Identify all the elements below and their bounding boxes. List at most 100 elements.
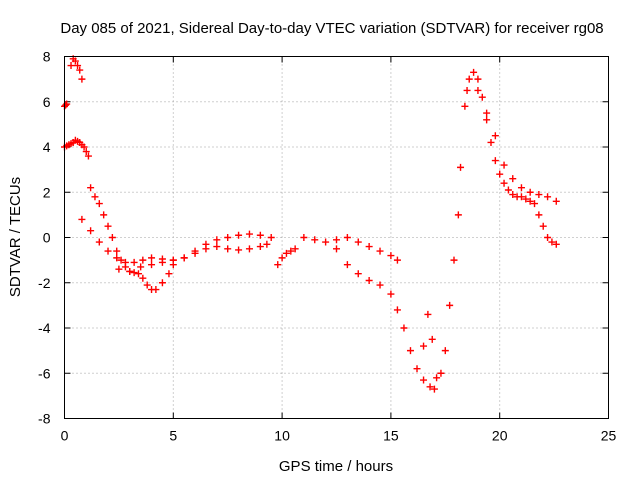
data-point [413,365,421,373]
data-point [526,197,534,205]
y-axis-label: SDTVAR / TECUs [7,177,24,297]
data-point [130,269,138,277]
data-point [457,163,465,171]
data-point [117,256,125,264]
data-point [148,261,156,269]
series-points [300,234,401,264]
data-point [437,369,445,377]
data-point [433,374,441,382]
y-tick-label: 6 [43,94,51,110]
data-point [78,215,86,223]
data-point [213,243,221,251]
data-point [509,175,517,183]
data-point [71,57,79,65]
data-point [62,101,70,109]
data-point [343,261,351,269]
series-points [333,245,438,393]
data-point [235,246,243,254]
data-point [446,301,454,309]
data-point [282,249,290,257]
data-point [420,376,428,384]
data-point [465,75,473,83]
data-point [134,270,142,278]
data-point [365,243,373,251]
y-tick-label: 4 [43,139,51,155]
data-point [100,211,108,219]
data-point [245,245,253,253]
data-point [509,191,517,199]
data-point [387,290,395,298]
data-point [84,152,92,160]
data-point [441,347,449,355]
data-point [74,62,82,70]
data-point [535,191,543,199]
data-point [539,222,547,230]
data-point [148,254,156,262]
series-points [474,86,560,205]
data-point [267,234,275,241]
data-point [137,263,145,271]
data-point [491,157,499,165]
x-tick-label: 25 [601,428,617,444]
y-tick-label: 0 [43,230,51,246]
data-point [333,245,340,253]
data-point [454,211,462,219]
data-point [263,240,271,248]
data-point [300,234,308,241]
data-point [430,385,438,393]
data-point [463,86,471,94]
data-point [474,75,482,83]
data-point [365,276,373,284]
data-points [61,55,560,393]
y-tick-label: -6 [38,365,51,381]
data-point [474,86,482,94]
data-point [393,306,401,314]
series-points [461,68,560,248]
data-point [152,286,160,294]
data-point [354,270,362,278]
data-point [76,66,84,74]
y-tick-label: -2 [38,275,51,291]
data-point [139,256,147,264]
data-point [224,234,232,241]
data-point [180,254,188,262]
data-point [67,62,75,70]
data-point [104,247,112,255]
data-point [526,188,534,196]
data-point [406,347,414,355]
data-point [483,109,491,117]
data-point [165,270,173,278]
data-point [426,383,434,391]
data-point [544,234,552,241]
data-point [191,249,199,257]
data-point [278,254,286,262]
data-point [470,68,478,76]
data-point [235,231,243,239]
data-point [450,256,458,264]
data-point [487,138,495,146]
data-point [91,193,99,201]
x-tick-label: 15 [383,428,399,444]
data-point [504,186,512,194]
data-point [80,143,88,151]
data-point [287,247,295,255]
data-point [322,238,330,246]
series-points [67,55,86,83]
x-tick-label: 0 [61,428,69,444]
tick-labels: 0 5 10 15 20 25 -8 -6 -4 -2 0 2 4 6 8 [38,49,616,444]
data-point [552,197,560,205]
data-point [108,234,116,241]
data-point [87,227,95,235]
series-points [115,240,271,275]
data-point [95,238,103,246]
data-point [113,254,121,262]
data-point [245,230,253,238]
data-point [333,236,340,244]
data-point [500,179,508,187]
data-point [256,243,264,251]
data-point [461,102,469,110]
data-point [522,195,530,203]
data-point [291,245,299,253]
series-points [87,184,177,294]
